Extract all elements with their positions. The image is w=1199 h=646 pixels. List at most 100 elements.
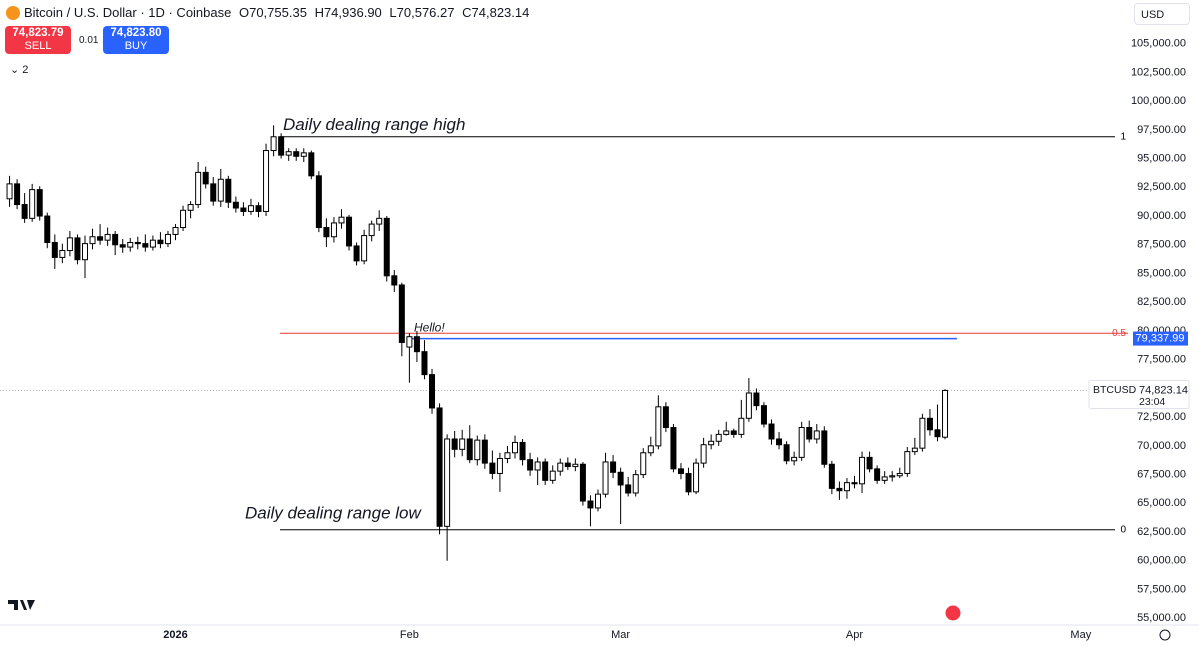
candle-body (708, 440, 715, 446)
currency-select[interactable]: USD (1134, 3, 1190, 25)
x-tick-label: Apr (846, 629, 863, 641)
x-tick-label: May (1070, 629, 1091, 641)
candle-body (730, 430, 737, 435)
sell-button[interactable]: 74,823.79 SELL (5, 26, 71, 54)
candle-body (527, 459, 534, 471)
candle-body (911, 447, 918, 453)
candle-body (51, 241, 58, 258)
candle-body (791, 456, 798, 462)
candle-body (821, 430, 828, 465)
candle-body (217, 178, 224, 202)
candle-body (278, 136, 285, 156)
candle-body (828, 463, 835, 489)
candle-body (813, 430, 820, 440)
event-icon (944, 604, 962, 622)
buy-button[interactable]: 74,823.80 BUY (103, 26, 169, 54)
candle-body (942, 389, 949, 438)
indicator-toggle[interactable]: ⌄ 2 (10, 64, 29, 76)
x-tick-label: Feb (400, 629, 419, 641)
candle-body (368, 223, 375, 237)
candle-body (323, 227, 330, 238)
candle-body (21, 204, 28, 219)
candle-body (466, 438, 473, 461)
candle-body (36, 189, 43, 217)
candle-body (44, 215, 51, 243)
candle-body (677, 468, 684, 474)
y-tick-label: 102,500.00 (1131, 66, 1186, 78)
candle-body (587, 500, 594, 509)
candle-body (783, 444, 790, 462)
candle-body (693, 462, 700, 493)
y-tick-label: 97,500.00 (1137, 124, 1186, 136)
candle-body (383, 217, 390, 277)
symbol-title[interactable]: Bitcoin / U.S. Dollar · 1D · Coinbase (24, 5, 232, 20)
candle-body (798, 426, 805, 458)
candle-body (889, 475, 896, 478)
candle-body (534, 461, 541, 471)
candle-body (429, 374, 436, 409)
candle-body (896, 472, 903, 477)
candle-body (74, 237, 81, 261)
y-tick-label: 95,000.00 (1137, 152, 1186, 164)
candle-body (180, 209, 187, 229)
candle-body (881, 476, 888, 481)
candle-body (572, 463, 579, 468)
y-tick-label: 105,000.00 (1131, 38, 1186, 50)
candle-body (557, 462, 564, 472)
candle-body (149, 239, 156, 248)
candle-body (579, 463, 586, 502)
candle-body (760, 405, 767, 425)
candle-body (406, 336, 413, 348)
candle-body (247, 205, 254, 212)
candle-body (308, 152, 315, 177)
candle-body (542, 461, 549, 481)
candle-body (926, 417, 933, 431)
y-tick-label: 85,000.00 (1137, 267, 1186, 279)
y-tick-label: 65,000.00 (1137, 497, 1186, 509)
candle-body (745, 392, 752, 419)
candle-body (768, 423, 775, 440)
level-name: Daily dealing range high (283, 115, 465, 134)
candle-body (346, 216, 353, 247)
level-name: Daily dealing range low (245, 503, 422, 522)
badge-symbol: BTCUSD (1093, 384, 1137, 396)
candle-body (361, 235, 368, 262)
badge-price: 74,823.14 (1139, 384, 1188, 396)
buy-label: BUY (124, 40, 148, 52)
candle-body (655, 406, 662, 447)
coin-icon (6, 6, 20, 20)
sell-price: 74,823.79 (12, 27, 64, 39)
candle-body (300, 152, 307, 157)
y-tick-label: 62,500.00 (1137, 526, 1186, 538)
y-tick-label: 82,500.00 (1137, 296, 1186, 308)
candle-body (632, 474, 639, 494)
candle-body (866, 456, 873, 470)
candle-body (89, 236, 96, 245)
candle-body (127, 241, 134, 248)
ohlc-low: L70,576.27 (389, 5, 455, 20)
candle-body (647, 445, 654, 454)
candle-body (738, 417, 745, 435)
candle-body (874, 468, 881, 481)
candle-body (142, 243, 149, 248)
spread: 0.01 (79, 35, 99, 46)
candle-body (459, 438, 466, 450)
symbol-header: Bitcoin / U.S. Dollar · 1D · Coinbase O7… (24, 5, 533, 20)
candle-body (625, 484, 632, 494)
candle-body (610, 461, 617, 473)
candle-body (617, 471, 624, 486)
candle-body (240, 207, 247, 212)
candle-body (210, 183, 217, 202)
ohlc-open: O70,755.35 (238, 5, 307, 20)
candle-body (504, 452, 511, 460)
candle-body (519, 441, 526, 461)
candle-body (549, 470, 556, 481)
candle-body (564, 462, 571, 468)
candle-body (66, 237, 73, 252)
candle-body (806, 426, 813, 440)
candle-body (723, 430, 730, 435)
candle-body (172, 227, 179, 235)
candle-body (81, 243, 88, 261)
y-tick-label: 77,500.00 (1137, 354, 1186, 366)
